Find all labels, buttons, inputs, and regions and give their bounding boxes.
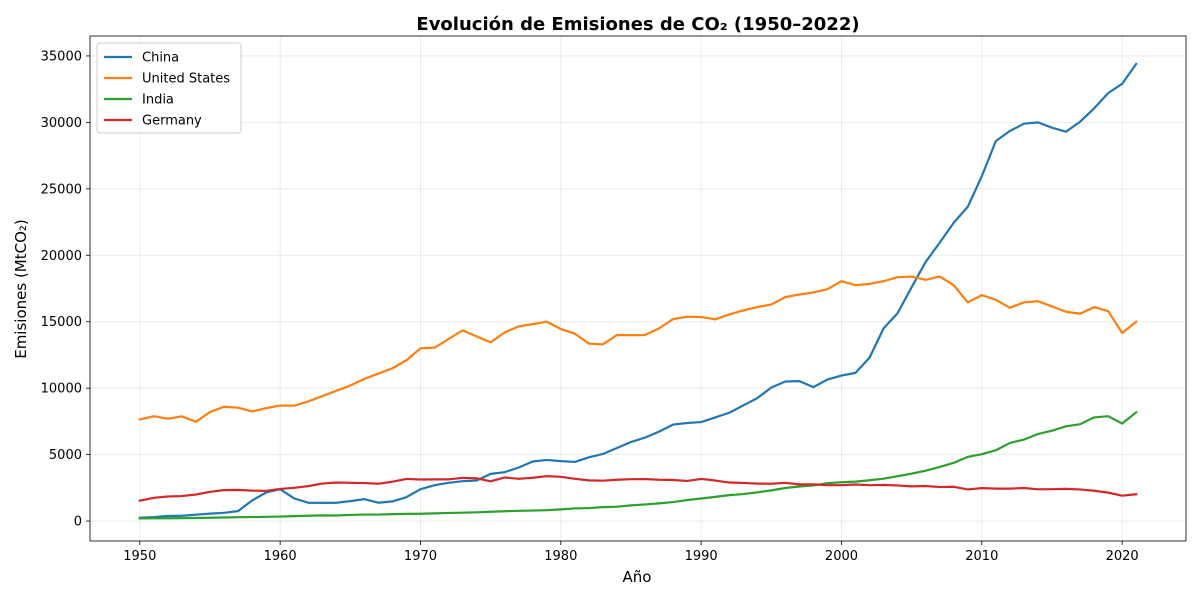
- plot-frame: [89, 35, 1187, 542]
- chart-title: Evolución de Emisiones de CO₂ (1950–2022…: [416, 14, 859, 35]
- y-tick-label: 5000: [49, 448, 82, 463]
- y-axis-ticks: 0 5000 10000 15000 20000 25000 30000 35000: [41, 49, 90, 530]
- series-line-india: [138, 410, 1138, 520]
- y-tick-label: 35000: [41, 49, 82, 64]
- legend-label-china: China: [142, 51, 179, 66]
- legend-box: [96, 42, 242, 134]
- x-tick-label: 1960: [264, 549, 297, 564]
- y-tick-label: 15000: [41, 315, 82, 330]
- y-tick-label: 30000: [41, 116, 82, 131]
- x-tick-label: 1970: [404, 549, 437, 564]
- y-axis-label: Emisiones (MtCO₂): [12, 219, 30, 359]
- legend: China United States India Germany: [96, 42, 242, 134]
- series-lines: [138, 62, 1138, 520]
- x-tick-label: 2020: [1106, 549, 1139, 564]
- x-tick-label: 1990: [685, 549, 718, 564]
- series-line-united-states: [138, 275, 1138, 423]
- x-axis-label: Año: [623, 568, 652, 586]
- x-tick-label: 1950: [123, 549, 156, 564]
- y-tick-label: 20000: [41, 249, 82, 264]
- y-tick-label: 10000: [41, 382, 82, 397]
- x-axis-ticks: 1950 1960 1970 1980 1990 2000 2010 2020: [123, 541, 1139, 564]
- legend-label-india: India: [142, 93, 174, 108]
- y-tick-label: 0: [74, 515, 82, 530]
- legend-label-germany: Germany: [142, 114, 202, 129]
- x-tick-label: 1980: [544, 549, 577, 564]
- x-tick-label: 2000: [825, 549, 858, 564]
- legend-label-united-states: United States: [142, 72, 230, 87]
- series-line-germany: [138, 475, 1138, 503]
- x-tick-label: 2010: [965, 549, 998, 564]
- grid: [90, 36, 1186, 541]
- series-line-china: [138, 62, 1138, 519]
- y-tick-label: 25000: [41, 182, 82, 197]
